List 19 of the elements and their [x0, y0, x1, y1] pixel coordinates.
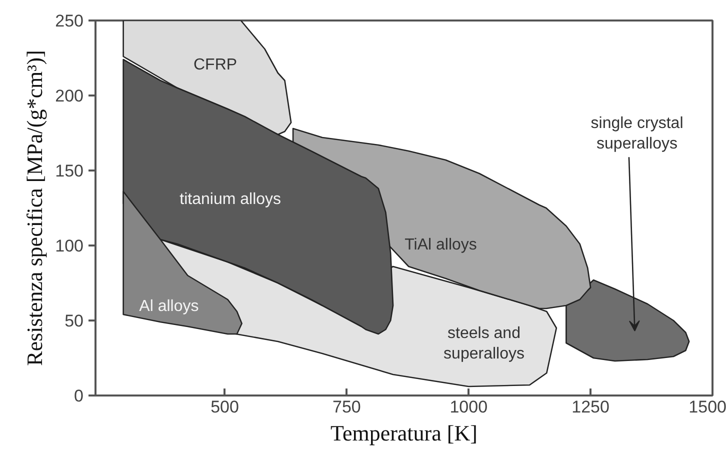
series-label: steels and superalloys [444, 324, 524, 362]
y-axis-title: Resistenza specifica [MPa/(g*cm³)] [22, 50, 48, 366]
y-tick-label: 150 [55, 162, 84, 180]
x-axis-title: Temperatura [K] [330, 420, 478, 446]
series-label: Al alloys [139, 298, 199, 316]
series-label: CFRP [194, 56, 238, 74]
y-tick-label: 100 [55, 236, 84, 256]
series-label: titanium alloys [180, 191, 282, 208]
y-tick-label: 0 [74, 386, 84, 406]
text: single crystal superalloys [590, 115, 684, 153]
x-tick-label: 500 [210, 398, 239, 416]
y-tick-label: 250 [55, 12, 84, 30]
y-tick-label: 50 [64, 312, 84, 330]
y-tick-label: 200 [55, 86, 84, 106]
x-tick-label: 1000 [450, 398, 488, 416]
x-tick-label: 1500 [688, 398, 726, 416]
x-tick-label: 1250 [572, 398, 610, 416]
series-label: TiAl alloys [404, 236, 477, 254]
x-tick-label: 750 [332, 398, 361, 416]
